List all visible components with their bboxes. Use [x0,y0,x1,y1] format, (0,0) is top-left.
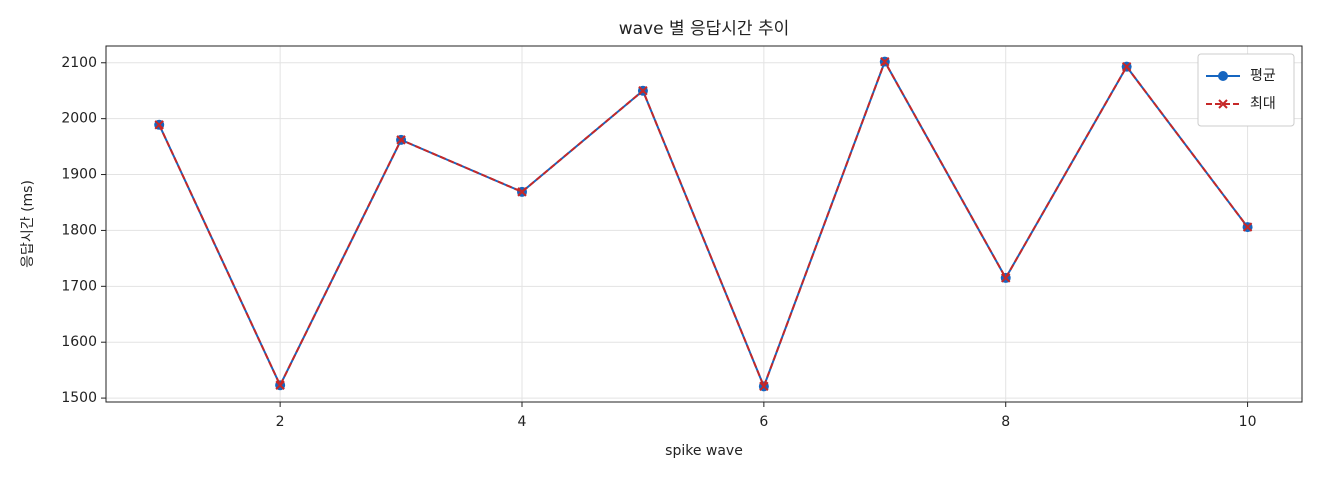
point [1242,222,1253,232]
y-tick-label: 1500 [61,390,97,406]
legend-label: 최대 [1250,96,1276,112]
point [517,187,527,197]
x-tick-label: 6 [759,414,768,430]
point [275,380,285,390]
series-line [158,59,1249,390]
legend-label: 평균 [1250,68,1276,84]
x-axis-label: spike wave [665,443,743,459]
point [638,86,648,96]
point [880,56,890,67]
y-tick-label: 1700 [61,278,97,294]
y-tick-label: 2000 [61,111,97,127]
x-tick-label: 8 [1001,414,1010,430]
y-tick-label: 1600 [61,334,97,350]
series-line [158,59,1249,390]
point [396,135,406,145]
y-tick-label: 1800 [61,222,97,238]
legend-box [1197,53,1295,127]
point [759,381,769,392]
plot-frame [105,45,1303,403]
point [1121,61,1132,72]
x-tick-label: 10 [1239,414,1257,430]
x-tick-label: 2 [276,414,285,430]
legend-marker [1218,99,1228,109]
legend-marker [1218,71,1228,81]
chart-title: wave 별 응답시간 추이 [619,19,790,39]
y-tick-label: 2100 [61,55,97,71]
point [154,120,164,130]
x-tick-label: 4 [518,414,527,430]
y-tick-label: 1900 [61,167,97,183]
y-axis-label: 응답시간 (ms) [20,180,36,268]
point [1001,273,1011,283]
